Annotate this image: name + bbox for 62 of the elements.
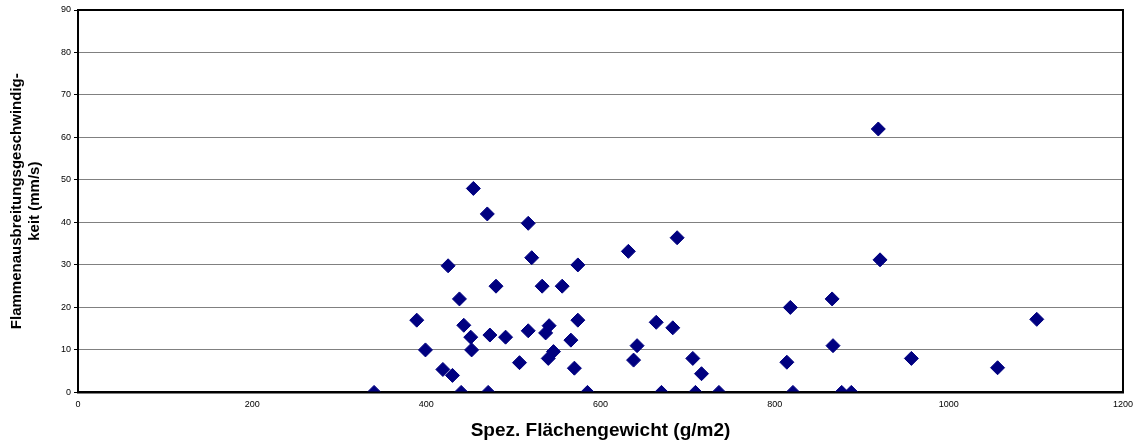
point <box>990 360 1006 376</box>
point <box>512 355 528 371</box>
point <box>782 299 798 315</box>
x-tick-label: 1200 <box>1112 399 1133 410</box>
point <box>451 291 467 307</box>
x-tick-label: 200 <box>244 399 260 410</box>
point <box>524 250 540 266</box>
x-tick-label: 400 <box>418 399 434 410</box>
point <box>1029 311 1045 327</box>
point <box>779 354 795 370</box>
point <box>440 258 456 274</box>
x-tick-label: 1000 <box>938 399 959 410</box>
point <box>872 252 888 268</box>
point <box>435 361 451 377</box>
point <box>669 230 685 246</box>
point <box>520 215 536 231</box>
point <box>566 360 582 376</box>
point <box>629 338 645 354</box>
point <box>570 312 586 328</box>
point <box>626 352 642 368</box>
point <box>520 323 536 339</box>
point <box>545 344 561 360</box>
x-tick-label: 600 <box>592 399 609 410</box>
point <box>463 329 479 345</box>
point <box>465 180 481 196</box>
point <box>554 278 570 294</box>
point <box>456 317 472 333</box>
y-tick-label: 20 <box>61 301 72 312</box>
y-tick-label: 70 <box>61 89 72 100</box>
point <box>870 121 886 137</box>
point <box>482 327 498 343</box>
y-tick-label: 40 <box>61 216 72 227</box>
point <box>541 318 557 334</box>
y-tick-label: 0 <box>66 386 72 397</box>
y-tick-label: 10 <box>61 344 72 355</box>
point <box>479 206 495 222</box>
point <box>620 243 636 259</box>
x-axis-title: Spez. Flächengewicht (g/m2) <box>470 418 731 440</box>
point <box>488 278 504 294</box>
y-tick-label: 80 <box>61 46 72 57</box>
point <box>534 278 550 294</box>
x-tick-label: 0 <box>75 399 81 410</box>
point <box>824 291 840 307</box>
y-tick-label: 60 <box>61 131 72 142</box>
y-tick-label: 30 <box>61 259 72 270</box>
point <box>409 312 425 328</box>
y-tick-label: 90 <box>61 4 72 15</box>
point <box>563 332 579 348</box>
point <box>498 329 514 345</box>
point <box>648 314 664 330</box>
y-axis-title: Flammenausbreitungsgeschwindig-keit (mm/s) <box>7 73 43 330</box>
y-tick-label: 50 <box>61 174 72 185</box>
point <box>665 320 681 336</box>
point <box>685 350 701 366</box>
point <box>417 342 433 358</box>
point <box>464 342 480 358</box>
x-tick-label: 800 <box>767 399 783 410</box>
point <box>694 366 710 382</box>
point <box>570 257 586 273</box>
point <box>825 338 841 354</box>
point <box>903 350 919 366</box>
point <box>444 367 460 383</box>
